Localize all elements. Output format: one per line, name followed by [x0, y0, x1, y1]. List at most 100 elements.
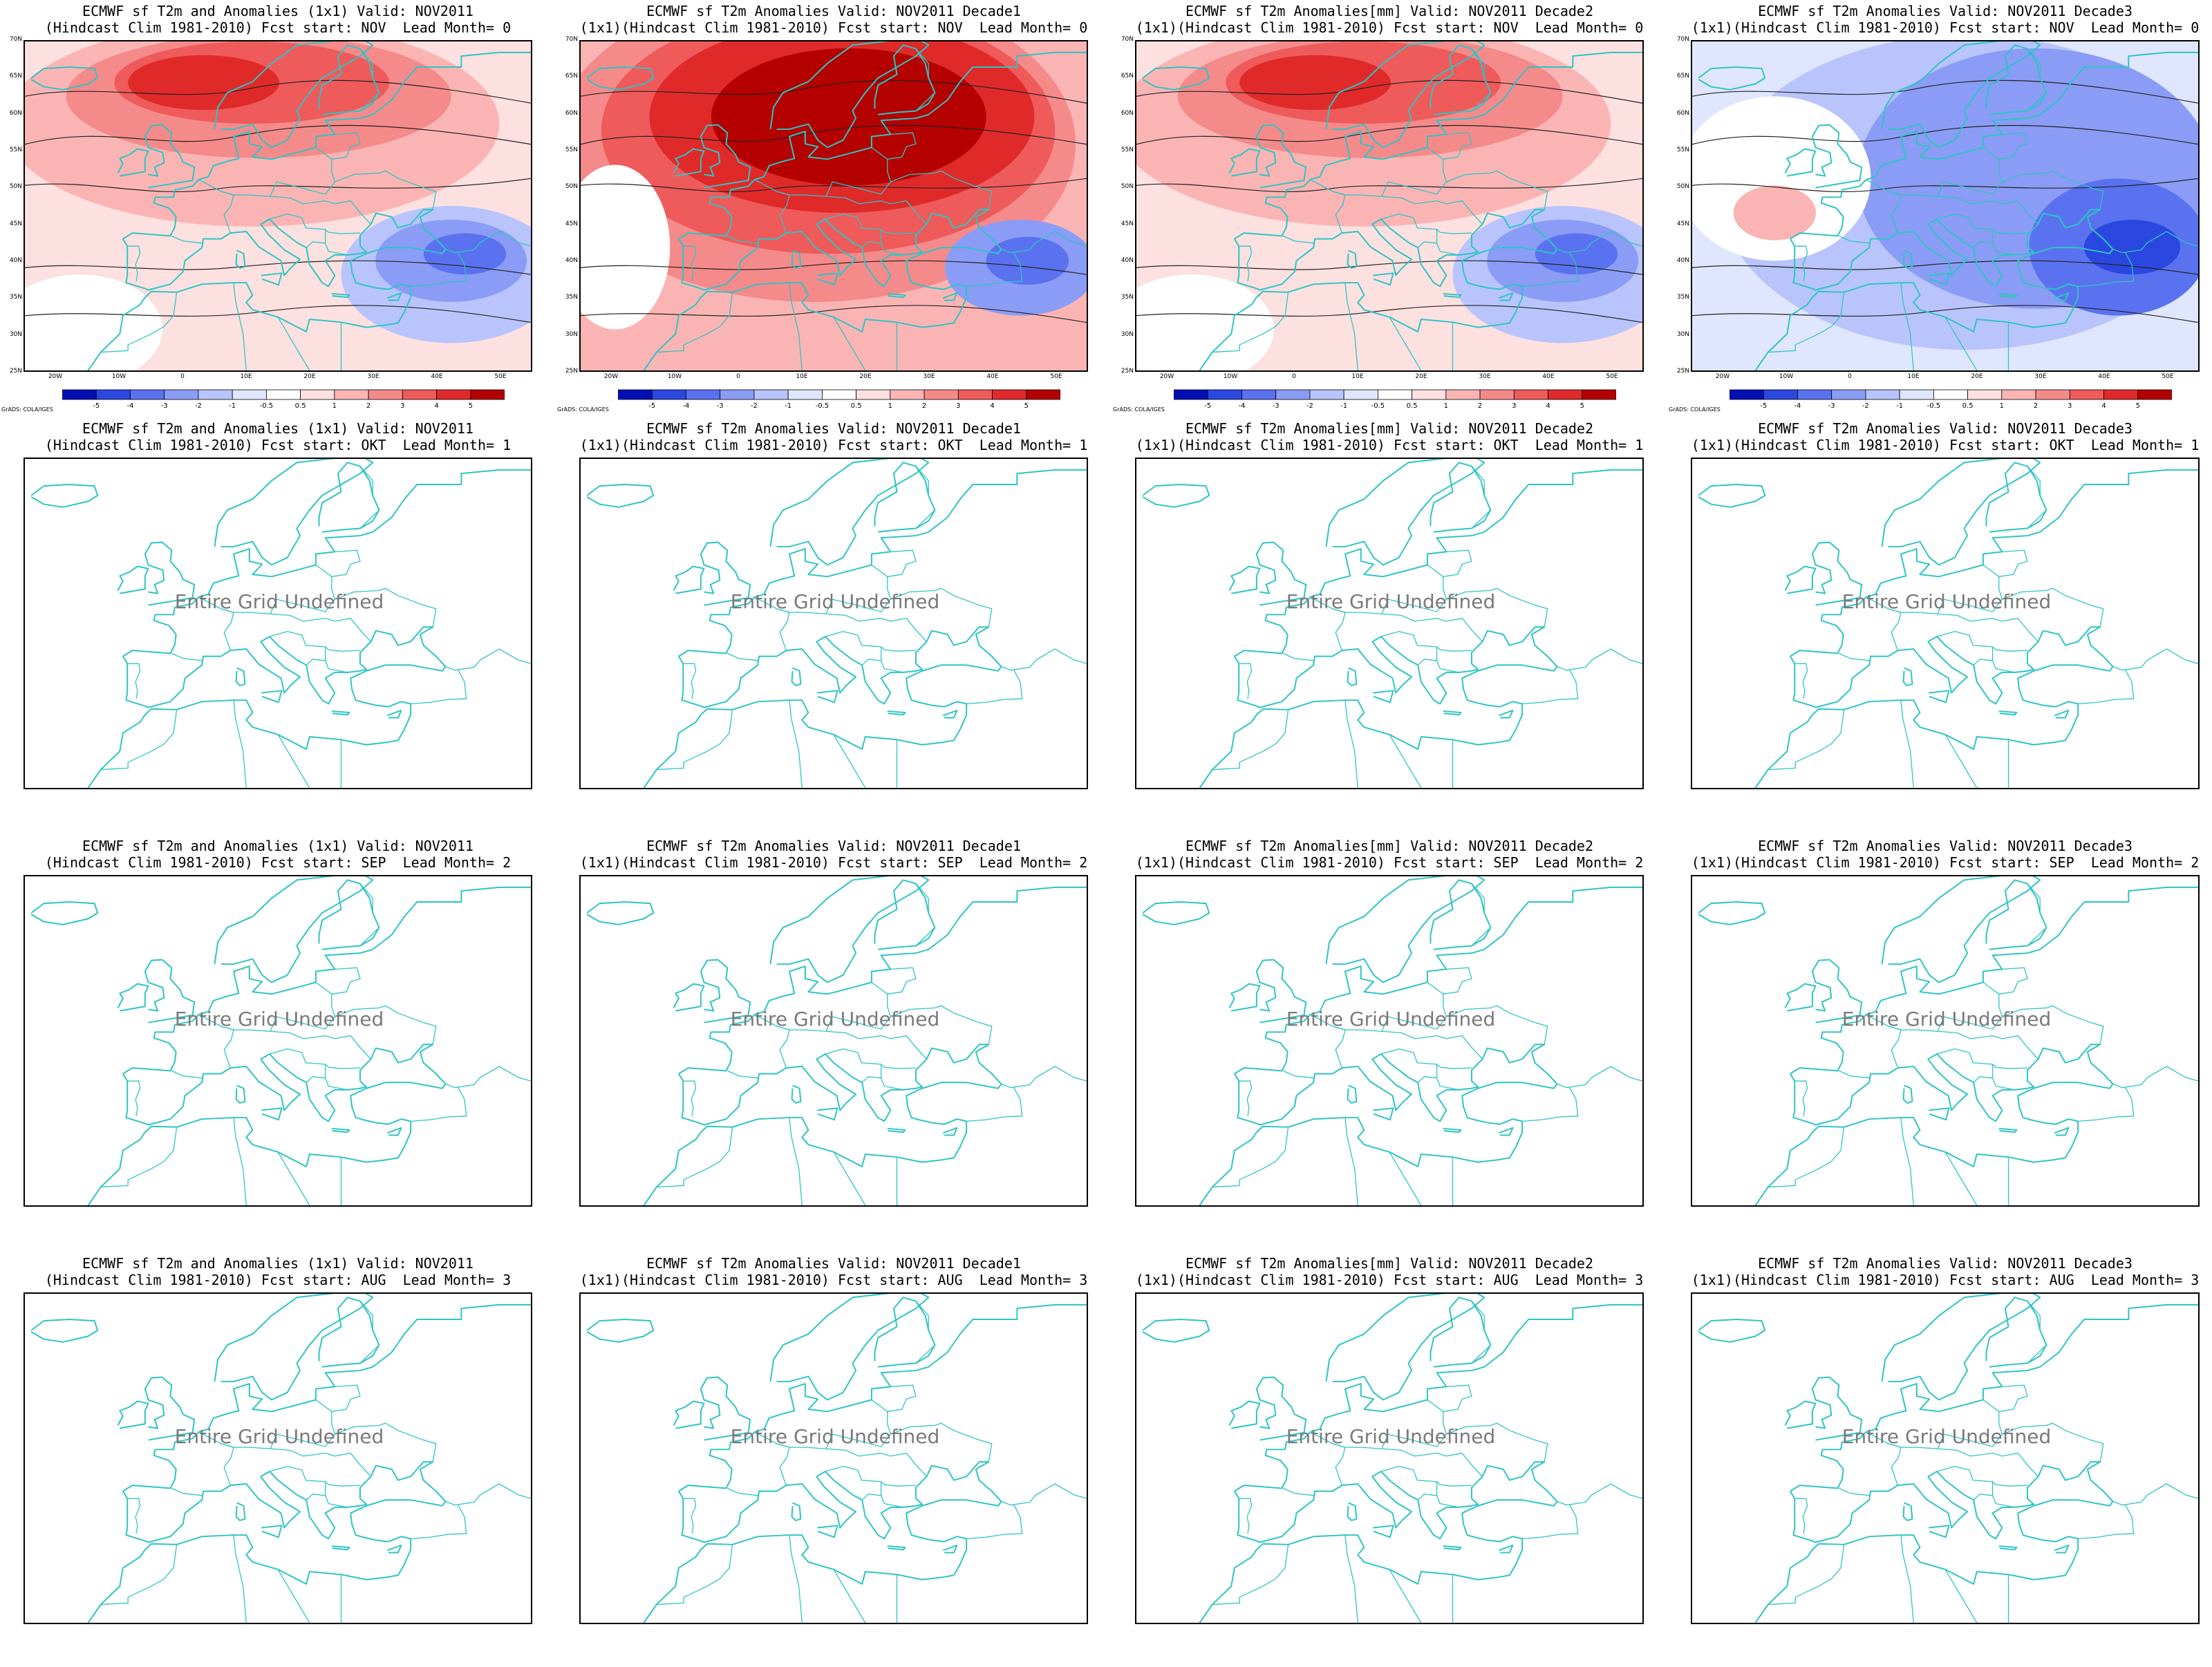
country-border: [1866, 1014, 1902, 1068]
country-border: [411, 1087, 467, 1122]
coastline: [1811, 959, 1863, 1024]
colorbar-segment: [957, 389, 993, 400]
colorbar-label: 5: [1024, 402, 1029, 410]
coastline: [1985, 879, 2047, 950]
panel-title-line2: (Hindcast Clim 1981-2010) Fcst start: AU…: [44, 1272, 512, 1288]
country-border: [1446, 587, 1548, 628]
coastline: [817, 1107, 838, 1121]
colorbar-segment: [1513, 389, 1548, 400]
coastline: [817, 690, 838, 704]
country-border: [833, 317, 866, 370]
lon-tick-label: 50E: [494, 373, 507, 380]
lon-tick-label: 20W: [1159, 373, 1174, 380]
panel-title: ECMWF sf T2m Anomalies Valid: NOV2011 De…: [556, 1255, 1112, 1288]
panel-title: ECMWF sf T2m Anomalies Valid: NOV2011 De…: [1667, 420, 2212, 453]
coastline: [1811, 541, 1863, 606]
grads-credit: GrADS: COLA/IGES: [1669, 406, 1721, 413]
coastline: [769, 41, 930, 149]
coastline: [1698, 901, 1766, 925]
country-border: [1443, 967, 1472, 995]
panel-title: ECMWF sf T2m and Anomalies (1x1) Valid: …: [0, 420, 556, 453]
coastline: [673, 1400, 705, 1429]
coastline: [791, 249, 802, 269]
country-border: [269, 1465, 360, 1487]
lat-tick-label: 35N: [565, 294, 578, 301]
contour-line: [581, 79, 1087, 104]
lat-tick-label: 55N: [9, 147, 22, 153]
grads-credit: GrADS: COLA/IGES: [1, 406, 53, 413]
lon-tick-label: 30E: [923, 373, 935, 380]
coastline: [700, 1376, 751, 1441]
country-border: [277, 1151, 310, 1205]
country-border: [1900, 700, 1914, 788]
country-border: [1944, 734, 1978, 788]
country-border: [171, 1070, 204, 1079]
colorbar-label: -1: [1340, 402, 1348, 410]
contour-line: [1692, 178, 2198, 192]
lat-tick-label: 35N: [1121, 294, 1134, 301]
undefined-grid-label: Entire Grid Undefined: [1286, 1425, 1496, 1448]
colorbar-label: 3: [2068, 402, 2072, 410]
country-border: [1937, 1030, 2038, 1059]
country-border: [1001, 1066, 1087, 1089]
country-border: [221, 1399, 336, 1449]
lon-tick-label: 40E: [986, 373, 999, 380]
panel-title-line1: ECMWF sf T2m Anomalies[mm] Valid: NOV201…: [1185, 420, 1593, 437]
panel-title-line2: (1x1)(Hindcast Clim 1981-2010) Fcst star…: [579, 19, 1088, 36]
colorbar-segment: [2069, 389, 2104, 400]
country-border: [915, 883, 936, 946]
coastline: [1929, 690, 1950, 704]
coastline: [1754, 209, 2114, 370]
coastline: [1998, 1127, 2018, 1133]
grads-credit: GrADS: COLA/IGES: [1113, 406, 1165, 413]
country-border: [445, 231, 531, 254]
lon-tick-label: 40E: [431, 373, 443, 380]
panel-title: ECMWF sf T2m Anomalies[mm] Valid: NOV201…: [1112, 1255, 1667, 1288]
country-border: [1936, 630, 2027, 652]
country-border: [1900, 1118, 1914, 1205]
anomaly-shading: [986, 236, 1069, 285]
coastline: [30, 1319, 99, 1343]
contour-line: [1692, 124, 2198, 145]
map-frame: Entire Grid Undefined: [24, 1292, 532, 1624]
country-border: [1239, 1498, 1253, 1534]
map-frame: Entire Grid Undefined: [1691, 458, 2200, 789]
colorbar-segment: [890, 389, 925, 400]
lat-tick-label: 60N: [9, 109, 22, 117]
coastline: [1347, 249, 1358, 269]
panel-title-line1: ECMWF sf T2m Anomalies Valid: NOV2011 De…: [1758, 3, 2133, 19]
coastline: [214, 876, 374, 983]
colorbar-segment: [856, 389, 891, 400]
colorbar-label: -4: [126, 402, 134, 410]
lat-tick-label: 50N: [1121, 183, 1134, 191]
country-border: [776, 981, 892, 1032]
coastline: [235, 1084, 246, 1104]
country-border: [324, 646, 348, 673]
coastline: [1255, 1376, 1307, 1441]
lat-tick-label: 60N: [1676, 109, 1689, 117]
colorbar-segment: [753, 389, 789, 400]
coastline: [817, 1525, 838, 1538]
country-border: [656, 709, 733, 771]
panel-title-line1: ECMWF sf T2m Anomalies Valid: NOV2011 De…: [646, 420, 1021, 437]
coastline: [117, 983, 149, 1012]
country-border: [789, 1118, 803, 1205]
coastline: [1754, 626, 2114, 788]
coastline: [1698, 66, 1766, 91]
coastline: [214, 41, 374, 149]
map-panel: ECMWF sf T2m Anomalies Valid: NOV2011 De…: [556, 0, 1112, 415]
coastline: [235, 249, 246, 269]
contour-line: [1692, 260, 2198, 275]
country-border: [359, 466, 380, 529]
coastline: [586, 1319, 655, 1343]
europe-map: [30, 1294, 531, 1623]
lon-tick-label: 0: [736, 373, 740, 380]
lon-tick-label: 10E: [1907, 373, 1920, 380]
undefined-grid-label: Entire Grid Undefined: [1841, 1425, 2052, 1448]
lon-tick-label: 0: [180, 373, 185, 380]
country-border: [2002, 1005, 2104, 1045]
country-border: [966, 670, 1023, 704]
europe-map: [1136, 41, 1642, 370]
coastline: [30, 901, 99, 925]
anomaly-shading: [581, 164, 671, 330]
